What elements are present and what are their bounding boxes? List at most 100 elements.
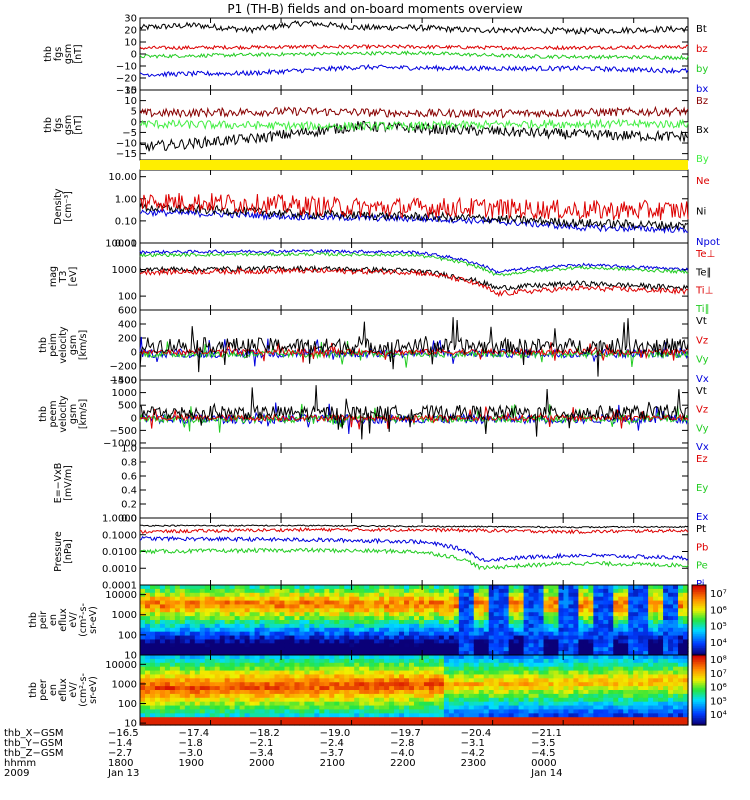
spectrogram-0-ylabel-line: eV/ <box>68 611 79 627</box>
xaxis-tick-value: −19.7 <box>390 728 421 739</box>
series-Ne <box>139 192 689 221</box>
y-tick-label: 0.4 <box>121 486 137 497</box>
colorbar-tick-label: 10⁷ <box>710 669 727 680</box>
y-tick-label: 1.0 <box>121 444 137 455</box>
series-Npot <box>139 208 688 235</box>
panel-0-ylabel-line: [nT] <box>73 44 84 63</box>
spectrogram-0-ylabel-line: peir <box>38 611 49 630</box>
series-Ni <box>139 201 689 231</box>
panel-7-ylabel-line: Pressure <box>53 531 64 572</box>
series-Ti∥ <box>139 251 689 277</box>
series-Te⊥ <box>139 266 689 298</box>
xaxis-tick-value: −19.0 <box>320 728 351 739</box>
spec-y-tick-label: 10 <box>124 651 137 662</box>
panel-3 <box>139 242 689 311</box>
spec-y-tick-label: 100 <box>118 630 137 641</box>
spec-y-tick-label: 1000 <box>112 610 137 621</box>
panel-0-ylabel-line: fgs <box>53 47 64 61</box>
y-tick-label: 15 <box>124 86 137 97</box>
legend-by: by <box>696 64 708 75</box>
panel-4-ylabel-line: [km/s] <box>78 330 89 360</box>
y-tick-label: 1000 <box>112 265 137 276</box>
colorbar-tick-label: 10⁷ <box>710 589 727 600</box>
panel-1-ylabel-line: thb <box>43 117 54 133</box>
panel-2-ylabel-line: Density <box>53 188 64 224</box>
panel-3-ylabel-line: mag <box>48 266 59 287</box>
series-Te∥ <box>139 264 689 291</box>
series-Pb <box>139 526 689 535</box>
panel-5-ylabel-line: gsm <box>68 404 79 424</box>
y-tick-label: 0.01 <box>115 239 137 250</box>
legend-Vt: Vt <box>696 316 707 327</box>
spectrogram-1-ylabel-line: eV/ <box>68 681 79 697</box>
panel-5-ylabel-line: peem <box>48 401 59 428</box>
xaxis-tick-value: 1900 <box>179 758 204 769</box>
y-tick-label: −1000 <box>103 438 137 449</box>
xaxis-tick-value: Jan 13 <box>107 768 139 779</box>
xaxis-tick-value: −1.4 <box>108 738 132 749</box>
xaxis-row-label: 2009 <box>4 768 29 779</box>
panel-1 <box>139 89 689 161</box>
panel-7 <box>139 517 689 586</box>
spectrogram-1-ylabel-line: thb <box>28 682 39 698</box>
panel-2-ylabel: Density [cm⁻³] <box>53 188 74 224</box>
legend-Vy: Vy <box>696 355 709 366</box>
panel-3-ylabel-line: T3 <box>58 271 69 284</box>
y-tick-label: 0.0100 <box>102 547 137 558</box>
panel-1-ylabel-line: gsm <box>63 115 74 135</box>
legend-Pe: Pe <box>696 561 708 572</box>
xaxis-tick-value: 2300 <box>461 758 486 769</box>
xaxis-tick-value: −2.8 <box>390 738 414 749</box>
xaxis-tick-value: −2.7 <box>108 748 132 759</box>
y-tick-label: 0.6 <box>121 472 137 483</box>
xaxis-tick-value: 2000 <box>249 758 274 769</box>
xaxis-row-label: hhmm <box>4 758 36 769</box>
legend-Ti⊥: Ti⊥ <box>695 286 713 297</box>
y-tick-label: 10 <box>124 38 137 49</box>
panel-4-ylabel-line: peim <box>48 333 59 357</box>
legend-Pb: Pb <box>696 542 708 553</box>
y-tick-label: 600 <box>118 306 137 317</box>
spec-y-tick-label: 10000 <box>105 660 137 671</box>
y-tick-label: 0.0010 <box>102 564 137 575</box>
panel-0-ylabel-line: thb <box>43 46 54 62</box>
y-tick-label: 0 <box>131 413 137 424</box>
series-Vt <box>139 317 689 377</box>
legend-Ez: Ez <box>696 454 708 465</box>
xaxis-tick-value: −2.4 <box>320 738 344 749</box>
xaxis-tick-value: −1.8 <box>179 738 203 749</box>
spectrogram-1-ylabel-line: sr-eV) <box>88 676 99 704</box>
chart-title: P1 (TH-B) fields and on-board moments ov… <box>227 2 523 16</box>
series-By <box>139 118 689 132</box>
xaxis-row-label: thb_Y−GSM <box>4 738 63 749</box>
panel-5-ylabel-line: thb <box>38 406 49 422</box>
colorbar-tick-label: 10⁶ <box>710 683 727 694</box>
series-Bt <box>139 20 689 36</box>
y-tick-label: −200 <box>110 362 137 373</box>
y-tick-label: 1.0000 <box>102 514 137 525</box>
spectrogram-1-ylabel-line: peer <box>38 679 49 701</box>
legend-Te⊥: Te⊥ <box>695 249 715 260</box>
y-tick-label: 1.00 <box>115 194 137 205</box>
xaxis-tick-value: 2100 <box>320 758 345 769</box>
panel-2-ylabel-line: [cm⁻³] <box>63 191 74 222</box>
xaxis-tick-value: −3.4 <box>249 748 273 759</box>
series-bz <box>139 43 689 51</box>
series-Pi <box>139 535 689 563</box>
y-tick-label: 100 <box>118 292 137 303</box>
spec-y-tick-label: 10 <box>124 719 137 730</box>
panel-1-ylabel: thb fgs gsm [nT] <box>43 115 84 135</box>
panel-0-ylabel: thb fgs gsm [nT] <box>43 44 84 64</box>
y-tick-label: −5 <box>122 128 137 139</box>
xaxis-tick-value: Jan 14 <box>530 768 562 779</box>
xaxis-row-label: thb_Z−GSM <box>4 748 64 759</box>
xaxis-tick-value: −18.2 <box>249 728 280 739</box>
y-tick-label: 30 <box>124 14 137 25</box>
spectrogram-0-ylabel-line: (cm²-s- <box>78 603 89 637</box>
panel-1-ylabel-line: [nT] <box>73 115 84 134</box>
panel-0 <box>139 17 689 91</box>
legend-By: By <box>696 154 709 165</box>
xaxis-tick-value: 2200 <box>390 758 415 769</box>
y-tick-label: 400 <box>118 320 137 331</box>
